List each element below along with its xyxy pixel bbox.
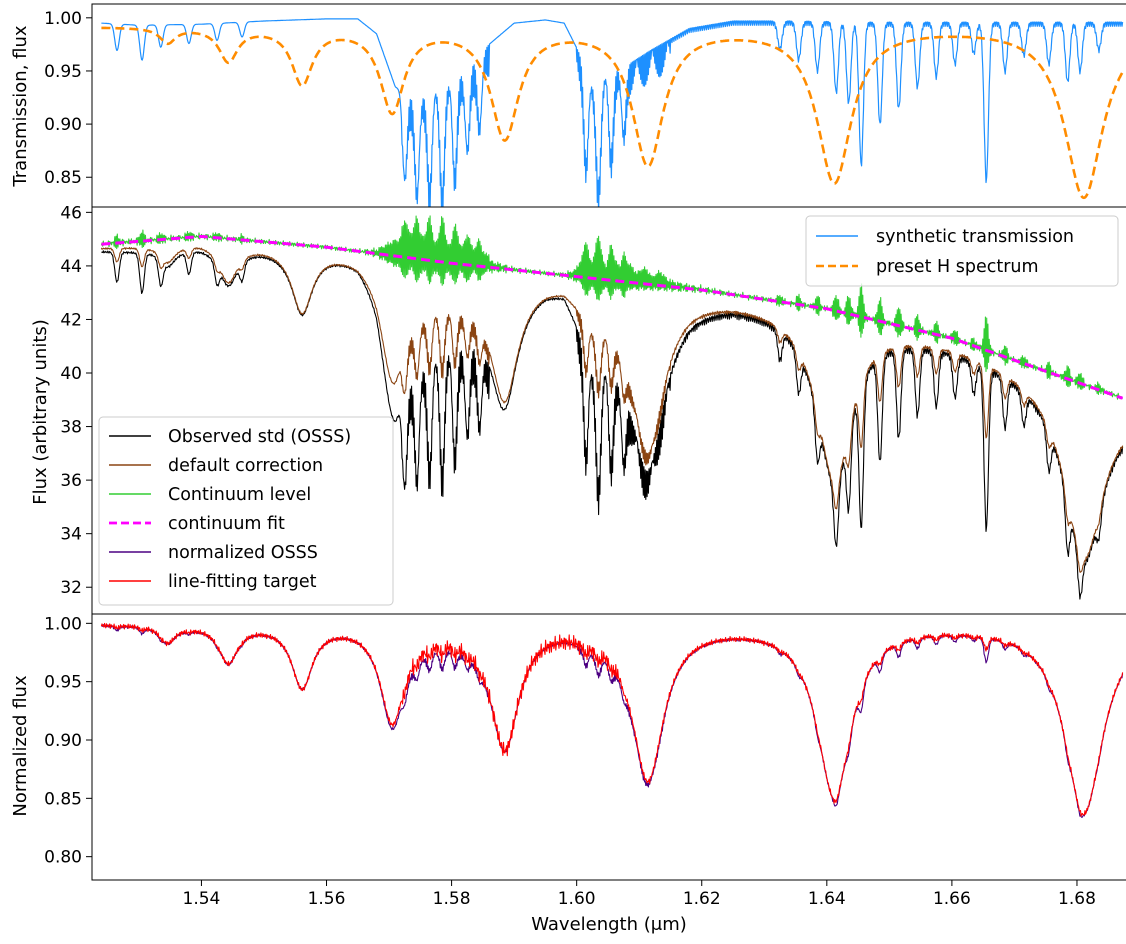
flux-plot-area [100, 215, 1124, 600]
mid-y-tick-label-5: 42 [60, 310, 82, 330]
series-default-correction [100, 246, 1124, 573]
mid-y-tick-label-3: 38 [60, 418, 82, 438]
transmission-y-axis-label: Transmission, flux [10, 25, 31, 187]
legend-label-continuum-fit: continuum fit [168, 514, 285, 534]
legend-label-preset-h-spectrum: preset H spectrum [876, 257, 1039, 277]
series-normalized-osss [101, 624, 1124, 818]
normalized-panel: 0.80 0.85 0.90 0.95 1.00 Normalized flux [10, 613, 1126, 881]
x-tick-label-6: 1.66 [933, 889, 971, 909]
transmission-plot-area [100, 18, 1124, 207]
bot-y-tick-label-0: 0.80 [44, 848, 82, 868]
bot-y-tick-label-2: 0.90 [44, 731, 82, 751]
series-continuum-fit [100, 235, 1124, 400]
mid-y-tick-label-2: 36 [60, 471, 82, 491]
legend-label-continuum-level: Continuum level [168, 485, 311, 505]
x-tick-label-1: 1.56 [308, 889, 346, 909]
top-y-tick-label-3: 1.00 [44, 9, 82, 29]
top-y-tick-label-2: 0.95 [44, 62, 82, 82]
normalized-y-axis-label: Normalized flux [10, 675, 31, 817]
x-tick-label-7: 1.68 [1058, 889, 1096, 909]
x-tick-label-2: 1.58 [433, 889, 471, 909]
x-tick-label-3: 1.60 [558, 889, 596, 909]
transmission-panel: 0.85 0.90 0.95 1.00 Transmission, flux [10, 3, 1126, 208]
series-observed-std [101, 250, 1124, 600]
legend-label-observed-std: Observed std (OSSS) [168, 427, 351, 447]
mid-y-tick-label-0: 32 [60, 578, 82, 598]
legend-label-synthetic-transmission: synthetic transmission [876, 227, 1074, 247]
normalized-frame [91, 613, 1126, 881]
transmission-y-ticks: 0.85 0.90 0.95 1.00 [44, 9, 92, 188]
flux-legend: Observed std (OSSS) default correction C… [98, 416, 394, 606]
mid-y-tick-label-4: 40 [60, 364, 82, 384]
bot-y-tick-label-1: 0.85 [44, 789, 82, 809]
mid-y-tick-label-1: 34 [60, 525, 82, 545]
x-tick-label-4: 1.62 [683, 889, 721, 909]
series-line-fitting-target [100, 622, 1124, 817]
transmission-legend: synthetic transmission preset H spectrum [805, 215, 1119, 287]
flux-y-ticks: 32 34 36 38 40 42 44 46 [60, 203, 92, 598]
legend-label-line-fitting-target: line-fitting target [168, 572, 317, 592]
normalized-y-ticks: 0.80 0.85 0.90 0.95 1.00 [44, 614, 92, 868]
bot-y-tick-label-4: 1.00 [44, 614, 82, 634]
x-tick-label-5: 1.64 [808, 889, 846, 909]
mid-y-tick-label-6: 44 [60, 257, 82, 277]
series-preset-h-spectrum [100, 26, 1124, 200]
top-y-tick-label-0: 0.85 [44, 168, 82, 188]
normalized-plot-area [100, 622, 1124, 818]
series-synthetic-transmission [101, 18, 1124, 207]
x-axis-ticks: 1.54 1.56 1.58 1.60 1.62 1.64 1.66 1.68 [183, 880, 1096, 909]
x-axis-label: Wavelength (μm) [531, 914, 687, 935]
legend-label-default-correction: default correction [168, 456, 323, 476]
x-tick-label-0: 1.54 [183, 889, 221, 909]
flux-legend-box [98, 416, 394, 606]
flux-y-axis-label: Flux (arbitrary units) [30, 319, 51, 505]
bot-y-tick-label-3: 0.95 [44, 673, 82, 693]
transmission-legend-box [805, 215, 1119, 287]
mid-y-tick-label-7: 46 [60, 203, 82, 223]
legend-label-normalized-osss: normalized OSSS [168, 543, 318, 563]
top-y-tick-label-1: 0.90 [44, 115, 82, 135]
